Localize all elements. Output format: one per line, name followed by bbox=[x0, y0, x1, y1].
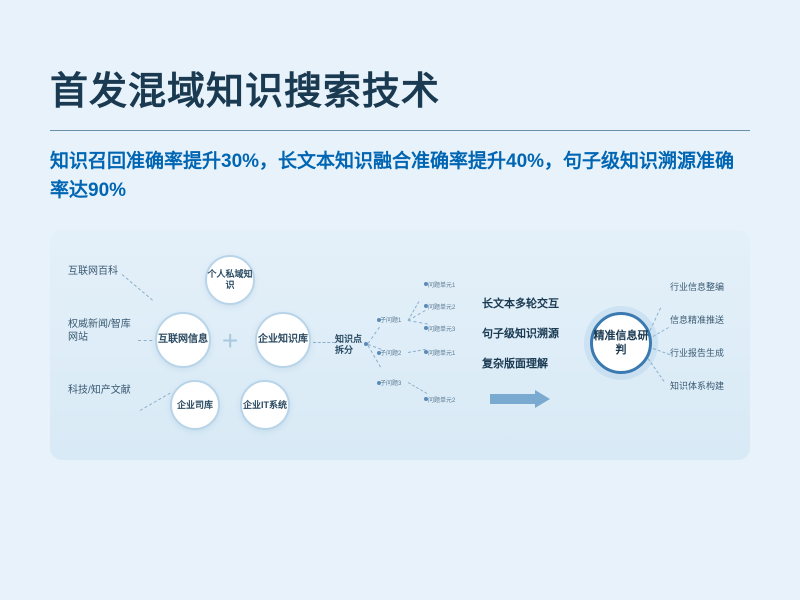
tree-leaf-label: 问题单元3 bbox=[428, 324, 455, 333]
tree-node-label: 子问题3 bbox=[380, 378, 401, 387]
connector-line bbox=[408, 382, 428, 394]
tree-root-label: 知识点拆分 bbox=[335, 334, 363, 356]
connector-line bbox=[648, 358, 665, 382]
connector-line bbox=[368, 327, 380, 344]
output-item: 知识体系构建 bbox=[670, 379, 724, 392]
tree-leaf-label: 问题单元2 bbox=[428, 395, 455, 404]
output-item: 信息精准推送 bbox=[670, 313, 724, 326]
connector-line bbox=[140, 393, 171, 411]
tree-node-label: 子问题2 bbox=[380, 348, 401, 357]
feature-item: 复杂版面理解 bbox=[482, 355, 559, 371]
output-item: 行业信息整编 bbox=[670, 280, 724, 293]
result-circle: 精准信息研判 bbox=[590, 312, 652, 374]
tree-node-label: 子问题1 bbox=[380, 315, 401, 324]
result-label: 精准信息研判 bbox=[593, 329, 649, 358]
page-subtitle: 知识召回准确率提升30%，长文本知识融合准确率提升40%，句子级知识溯源准确率达… bbox=[50, 148, 750, 205]
feature-item: 句子级知识溯源 bbox=[482, 325, 559, 341]
tree-leaf-label: 问题单元2 bbox=[428, 302, 455, 311]
source-list: 互联网百科 权威新闻/智库网站 科技/知产文献 bbox=[68, 265, 138, 397]
feature-item: 长文本多轮交互 bbox=[482, 295, 559, 311]
output-list: 行业信息整编 信息精准推送 行业报告生成 知识体系构建 bbox=[670, 280, 724, 392]
tree-leaf-label: 问题单元1 bbox=[428, 280, 455, 289]
source-item: 科技/知产文献 bbox=[68, 384, 138, 397]
plus-icon: + bbox=[222, 325, 238, 357]
knowledge-circle: 企业知识库 bbox=[255, 312, 311, 368]
connector-line bbox=[408, 320, 428, 324]
knowledge-circle: 互联网信息 bbox=[155, 312, 211, 368]
source-item: 互联网百科 bbox=[68, 265, 138, 278]
tree-leaf-label: 问题单元1 bbox=[428, 348, 455, 357]
knowledge-circle: 企业IT系统 bbox=[240, 380, 290, 430]
connector-line bbox=[653, 327, 669, 337]
source-item: 权威新闻/智库网站 bbox=[68, 318, 138, 344]
connector-line bbox=[313, 342, 335, 343]
connector-line bbox=[653, 348, 670, 355]
knowledge-circle: 个人私域知识 bbox=[205, 255, 255, 305]
arrow-icon bbox=[490, 390, 550, 408]
output-item: 行业报告生成 bbox=[670, 346, 724, 359]
feature-list: 长文本多轮交互 句子级知识溯源 复杂版面理解 bbox=[482, 295, 559, 371]
page-title: 首发混域知识搜索技术 bbox=[50, 60, 440, 115]
title-divider bbox=[50, 130, 750, 131]
diagram-panel: 互联网百科 权威新闻/智库网站 科技/知产文献 个人私域知识互联网信息企业知识库… bbox=[50, 230, 750, 460]
connector-line bbox=[650, 308, 661, 331]
knowledge-circle: 企业司库 bbox=[170, 380, 220, 430]
